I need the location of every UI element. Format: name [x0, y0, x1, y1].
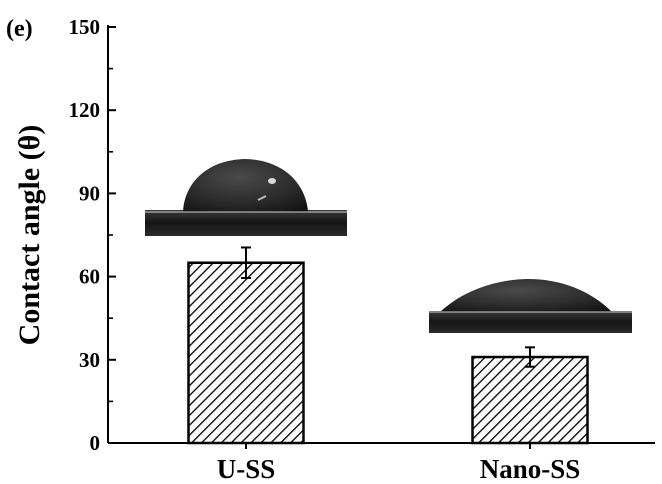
droplet-reflection [257, 195, 267, 201]
y-tick-label: 60 [79, 265, 100, 289]
y-tick-label: 150 [69, 15, 101, 39]
y-tick-label: 120 [69, 98, 101, 122]
panel-label: (e) [6, 16, 33, 42]
bar-u-ss [187, 261, 305, 445]
x-tick-label: Nano-SS [480, 454, 581, 484]
substrate [429, 311, 632, 333]
y-tick-label: 30 [79, 348, 100, 372]
water-droplet [440, 279, 612, 312]
y-tick-label: 90 [79, 181, 100, 205]
droplet-photo-nano-ss [429, 270, 632, 334]
y-axis-label: Contact angle (θ) [13, 125, 46, 346]
droplet-photo-u-ss [145, 150, 347, 236]
error-bar-nano-ss [525, 346, 535, 368]
x-tick-label: U-SS [217, 454, 276, 484]
y-tick-label: 0 [90, 431, 101, 455]
bar-nano-ss [471, 355, 589, 445]
water-droplet [183, 159, 308, 212]
error-bar-u-ss [241, 246, 251, 279]
droplet-highlight [268, 178, 276, 184]
substrate [145, 210, 347, 236]
